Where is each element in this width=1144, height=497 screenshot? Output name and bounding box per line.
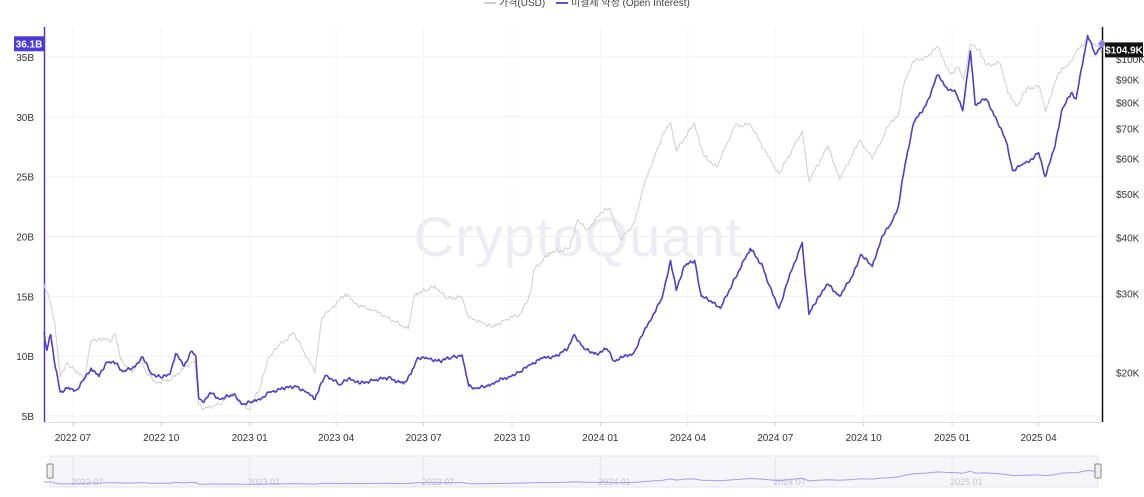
x-tick-label: 2022 07	[55, 433, 92, 444]
legend-price-label[interactable]: 가격(USD)	[499, 0, 545, 9]
navigator-tick-label: 2023 07	[422, 477, 455, 487]
left-tick-label: 20B	[16, 232, 34, 243]
right-axis-ticks: $20K $30K $40K $50K $60K $70K $80K $90K $100K	[1116, 55, 1144, 379]
navigator-left-handle[interactable]	[46, 463, 54, 479]
x-axis-ticks: 2022 07 2022 10 2023 01 2023 04 2023 07 2023 …	[55, 422, 1057, 444]
price-series-line	[43, 38, 1103, 411]
right-tick-label: $80K	[1116, 99, 1140, 110]
right-tick-label: $70K	[1116, 125, 1140, 136]
right-tick-label: $100K	[1116, 55, 1144, 66]
legend-oi-label[interactable]: 미결제 약정 (Open Interest)	[571, 0, 690, 9]
navigator-tick-label: 2022 07	[71, 477, 104, 487]
navigator-right-handle[interactable]	[1094, 463, 1102, 479]
left-tick-label: 30B	[16, 113, 34, 124]
right-tick-label: $40K	[1116, 234, 1140, 245]
right-tick-label: $20K	[1116, 368, 1140, 379]
x-tick-label: 2025 04	[1020, 433, 1057, 444]
right-tick-label: $50K	[1116, 190, 1140, 201]
left-tick-label: 35B	[16, 53, 34, 64]
grid	[44, 27, 1102, 422]
left-badge-text: 36.1B	[16, 39, 43, 50]
x-tick-label: 2024 07	[757, 433, 794, 444]
navigator-ticks: 2022 07 2023 01 2023 07 2024 01 2024 07 2025 …	[71, 457, 983, 487]
navigator-tick-label: 2024 01	[598, 477, 631, 487]
x-tick-label: 2023 04	[318, 433, 355, 444]
navigator-track	[49, 455, 1099, 488]
x-tick-label: 2024 01	[582, 433, 619, 444]
navigator-tick-label: 2023 01	[248, 477, 281, 487]
left-current-badge: 36.1B	[14, 36, 44, 52]
left-badge-bg	[14, 36, 44, 52]
left-tick-label: 10B	[16, 352, 34, 363]
right-badge-text: $104.9K	[1105, 45, 1144, 56]
right-tick-label: $30K	[1116, 289, 1140, 300]
x-tick-label: 2023 10	[494, 433, 531, 444]
left-tick-label: 5B	[22, 412, 35, 423]
range-navigator[interactable]: 2022 07 2023 01 2023 07 2024 01 2024 07 2025 …	[43, 455, 1103, 488]
x-tick-label: 2023 07	[405, 433, 442, 444]
navigator-tick-label: 2024 07	[773, 477, 806, 487]
left-axis-ticks: 5B 10B 15B 20B 25B 30B 35B	[16, 53, 34, 423]
x-tick-label: 2024 10	[846, 433, 883, 444]
right-tick-label: $60K	[1116, 155, 1140, 166]
x-tick-label: 2025 01	[934, 433, 971, 444]
navigator-series-line	[43, 469, 1103, 485]
left-tick-label: 15B	[16, 292, 34, 303]
right-current-badge: $104.9K	[1105, 42, 1144, 58]
oi-series-line	[43, 34, 1103, 406]
navigator-tick-label: 2025 01	[950, 477, 983, 487]
right-badge-bg	[1105, 42, 1143, 58]
legend: 가격(USD) 미결제 약정 (Open Interest)	[484, 0, 690, 9]
right-tick-label: $90K	[1116, 76, 1140, 87]
x-tick-label: 2022 10	[143, 433, 180, 444]
x-tick-label: 2024 04	[670, 433, 707, 444]
left-tick-label: 25B	[16, 173, 34, 184]
x-tick-label: 2023 01	[232, 433, 269, 444]
